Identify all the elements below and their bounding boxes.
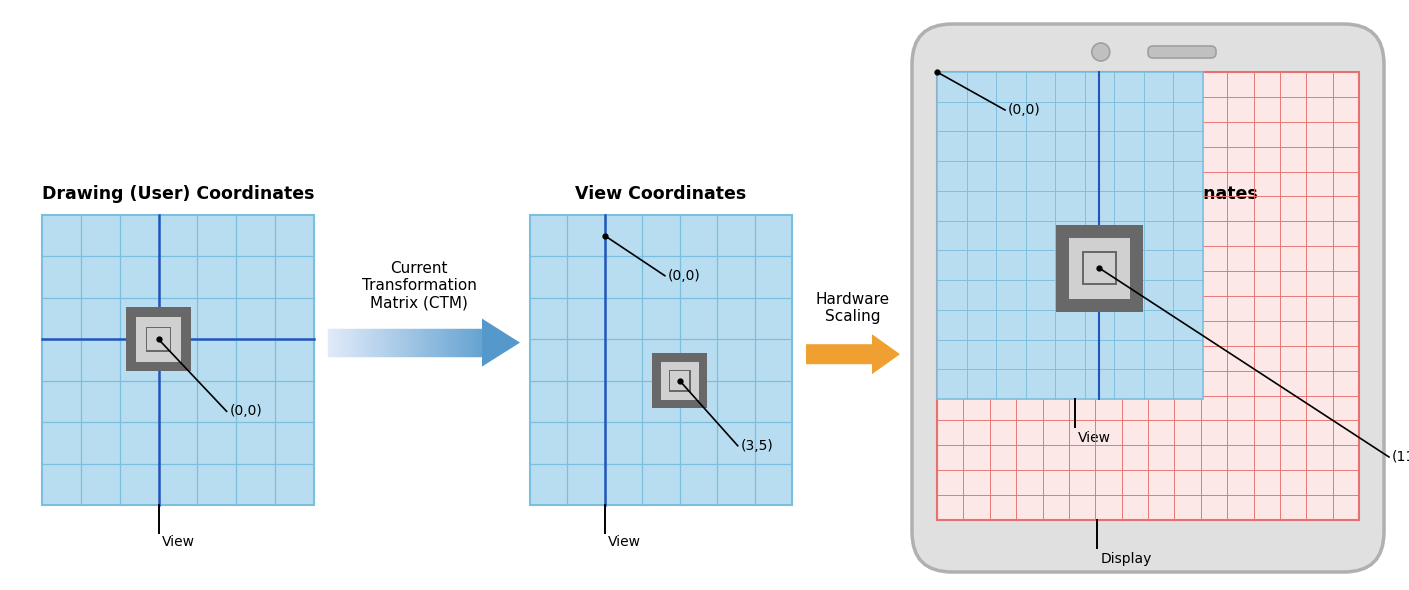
Text: (0,0): (0,0) <box>230 404 262 418</box>
Text: View: View <box>1078 431 1112 445</box>
Polygon shape <box>806 334 900 374</box>
Text: View Coordinates: View Coordinates <box>575 185 747 203</box>
Text: Hardware
Scaling: Hardware Scaling <box>816 292 890 324</box>
Text: Display: Display <box>1100 552 1151 566</box>
Text: (3,5): (3,5) <box>741 439 774 453</box>
Bar <box>669 370 690 392</box>
Text: View: View <box>607 535 641 549</box>
Bar <box>1085 253 1115 283</box>
Bar <box>137 317 180 362</box>
Text: View: View <box>162 535 194 549</box>
Bar <box>1055 225 1143 312</box>
Bar <box>127 307 190 372</box>
Bar <box>1082 251 1116 286</box>
FancyBboxPatch shape <box>912 24 1384 572</box>
Bar <box>671 371 689 391</box>
Text: Current
Transformation
Matrix (CTM): Current Transformation Matrix (CTM) <box>362 261 476 310</box>
Bar <box>530 215 792 505</box>
Bar <box>937 72 1203 399</box>
Text: (11,16): (11,16) <box>1392 450 1409 464</box>
Text: Hardware Coordinates: Hardware Coordinates <box>1038 185 1258 203</box>
Polygon shape <box>482 319 520 366</box>
Bar <box>937 72 1360 520</box>
Bar <box>661 362 699 400</box>
Text: (0,0): (0,0) <box>1007 103 1041 117</box>
Bar <box>1069 238 1130 299</box>
Bar <box>147 327 170 352</box>
Text: Drawing (User) Coordinates: Drawing (User) Coordinates <box>42 185 314 203</box>
FancyBboxPatch shape <box>1148 46 1216 58</box>
Bar <box>652 353 707 408</box>
Bar <box>42 215 314 505</box>
Bar <box>148 328 169 350</box>
Text: (0,0): (0,0) <box>668 268 700 283</box>
Circle shape <box>1092 43 1110 61</box>
